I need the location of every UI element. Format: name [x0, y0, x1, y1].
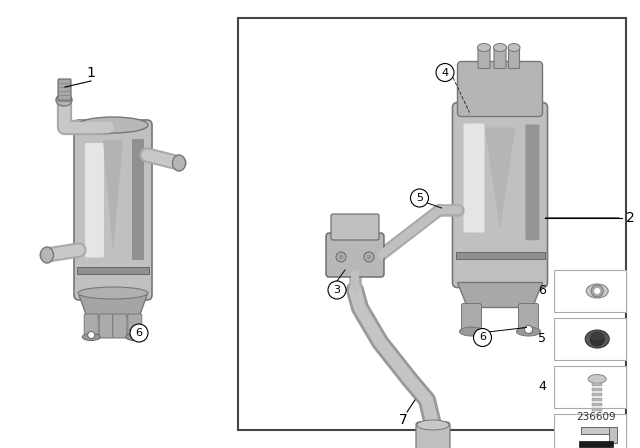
Circle shape	[525, 326, 532, 333]
Circle shape	[130, 324, 148, 342]
Ellipse shape	[173, 155, 186, 171]
Ellipse shape	[477, 43, 490, 52]
Ellipse shape	[586, 284, 608, 298]
Ellipse shape	[125, 333, 144, 340]
FancyBboxPatch shape	[458, 61, 543, 116]
Ellipse shape	[493, 43, 506, 52]
Ellipse shape	[78, 117, 148, 133]
Bar	[592, 383, 602, 387]
Ellipse shape	[460, 327, 483, 336]
FancyBboxPatch shape	[494, 47, 506, 69]
FancyBboxPatch shape	[85, 143, 104, 258]
FancyBboxPatch shape	[128, 314, 142, 338]
Circle shape	[474, 328, 492, 346]
Bar	[592, 388, 602, 392]
Circle shape	[339, 254, 344, 259]
Text: 236609: 236609	[577, 412, 616, 422]
Ellipse shape	[56, 94, 72, 106]
Bar	[592, 408, 602, 412]
FancyBboxPatch shape	[84, 314, 99, 338]
Circle shape	[436, 64, 454, 82]
Ellipse shape	[585, 330, 609, 348]
FancyBboxPatch shape	[113, 314, 127, 338]
Bar	[592, 398, 602, 401]
Bar	[592, 393, 602, 396]
Ellipse shape	[588, 375, 606, 383]
Circle shape	[88, 332, 95, 339]
FancyBboxPatch shape	[331, 214, 379, 240]
FancyBboxPatch shape	[58, 79, 71, 101]
Circle shape	[590, 332, 604, 346]
Circle shape	[328, 281, 346, 299]
FancyBboxPatch shape	[509, 47, 520, 69]
Bar	[554, 366, 626, 408]
FancyBboxPatch shape	[463, 124, 484, 233]
Bar	[554, 414, 626, 448]
Circle shape	[131, 332, 138, 339]
Text: 6: 6	[538, 284, 546, 297]
Circle shape	[336, 252, 346, 262]
FancyBboxPatch shape	[74, 120, 152, 300]
Bar	[456, 253, 545, 259]
Ellipse shape	[508, 43, 520, 52]
Polygon shape	[79, 295, 147, 317]
Ellipse shape	[78, 287, 148, 299]
Text: 3: 3	[333, 285, 340, 295]
FancyBboxPatch shape	[416, 422, 450, 448]
FancyBboxPatch shape	[452, 103, 547, 288]
Circle shape	[594, 288, 600, 294]
Circle shape	[367, 254, 371, 259]
Text: 6: 6	[479, 332, 486, 343]
Circle shape	[364, 252, 374, 262]
FancyBboxPatch shape	[525, 125, 540, 240]
Ellipse shape	[589, 332, 605, 340]
Bar	[554, 270, 626, 312]
Bar	[579, 441, 613, 447]
FancyBboxPatch shape	[132, 139, 144, 260]
Text: 5: 5	[538, 332, 546, 345]
Polygon shape	[458, 283, 543, 307]
FancyBboxPatch shape	[478, 47, 490, 69]
FancyBboxPatch shape	[518, 303, 538, 333]
Ellipse shape	[516, 327, 541, 336]
Bar	[554, 318, 626, 360]
Text: 4: 4	[442, 68, 449, 78]
Bar	[581, 426, 611, 434]
FancyBboxPatch shape	[99, 314, 113, 338]
FancyBboxPatch shape	[461, 303, 481, 333]
Text: 7: 7	[399, 413, 408, 427]
Text: 1: 1	[86, 66, 95, 80]
Text: 4: 4	[538, 380, 546, 393]
Text: 2: 2	[626, 211, 634, 225]
Bar	[592, 403, 602, 406]
Text: 6: 6	[136, 328, 143, 338]
Text: 5: 5	[416, 193, 423, 203]
Bar	[77, 267, 149, 274]
Ellipse shape	[40, 247, 54, 263]
FancyBboxPatch shape	[326, 233, 384, 277]
Bar	[609, 426, 617, 443]
Polygon shape	[103, 140, 123, 253]
Ellipse shape	[417, 420, 449, 430]
Polygon shape	[484, 128, 515, 230]
Circle shape	[410, 189, 429, 207]
Bar	[238, 18, 626, 430]
Circle shape	[591, 285, 604, 297]
Ellipse shape	[82, 333, 100, 340]
